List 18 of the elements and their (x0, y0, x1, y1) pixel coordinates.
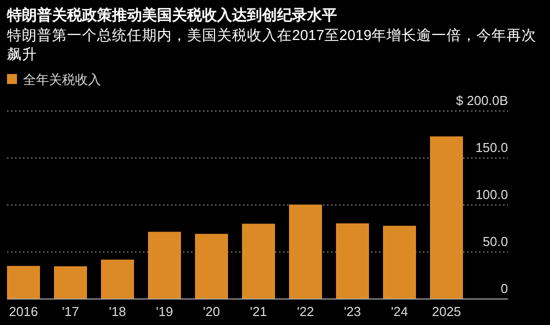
chart-title: 特朗普关税政策推动美国关税收入达到创纪录水平 (6, 6, 337, 24)
legend-label: 全年关税收入 (23, 72, 101, 87)
x-tick-label: '18 (109, 304, 126, 319)
y-tick-label: $ 200.0B (456, 93, 508, 108)
y-tick-label: 150.0 (475, 140, 508, 155)
y-tick-label: 100.0 (475, 187, 508, 202)
x-tick-label: 2025 (432, 304, 461, 319)
x-tick-label: '17 (62, 304, 79, 319)
x-tick-label: '21 (250, 304, 267, 319)
x-tick-label: '19 (156, 304, 173, 319)
x-tick-label: '22 (297, 304, 314, 319)
x-tick-label: '23 (344, 304, 361, 319)
x-tick-label: '24 (391, 304, 408, 319)
x-tick-label: '20 (203, 304, 220, 319)
y-tick-label: 50.0 (482, 234, 508, 249)
y-tick-label: 0 (500, 281, 508, 296)
x-tick-label: 2016 (9, 304, 38, 319)
chart-subtitle: 特朗普第一个总统任期内，美国关税收入在2017至2019年增长逾一倍，今年再次飙升 (7, 27, 537, 63)
